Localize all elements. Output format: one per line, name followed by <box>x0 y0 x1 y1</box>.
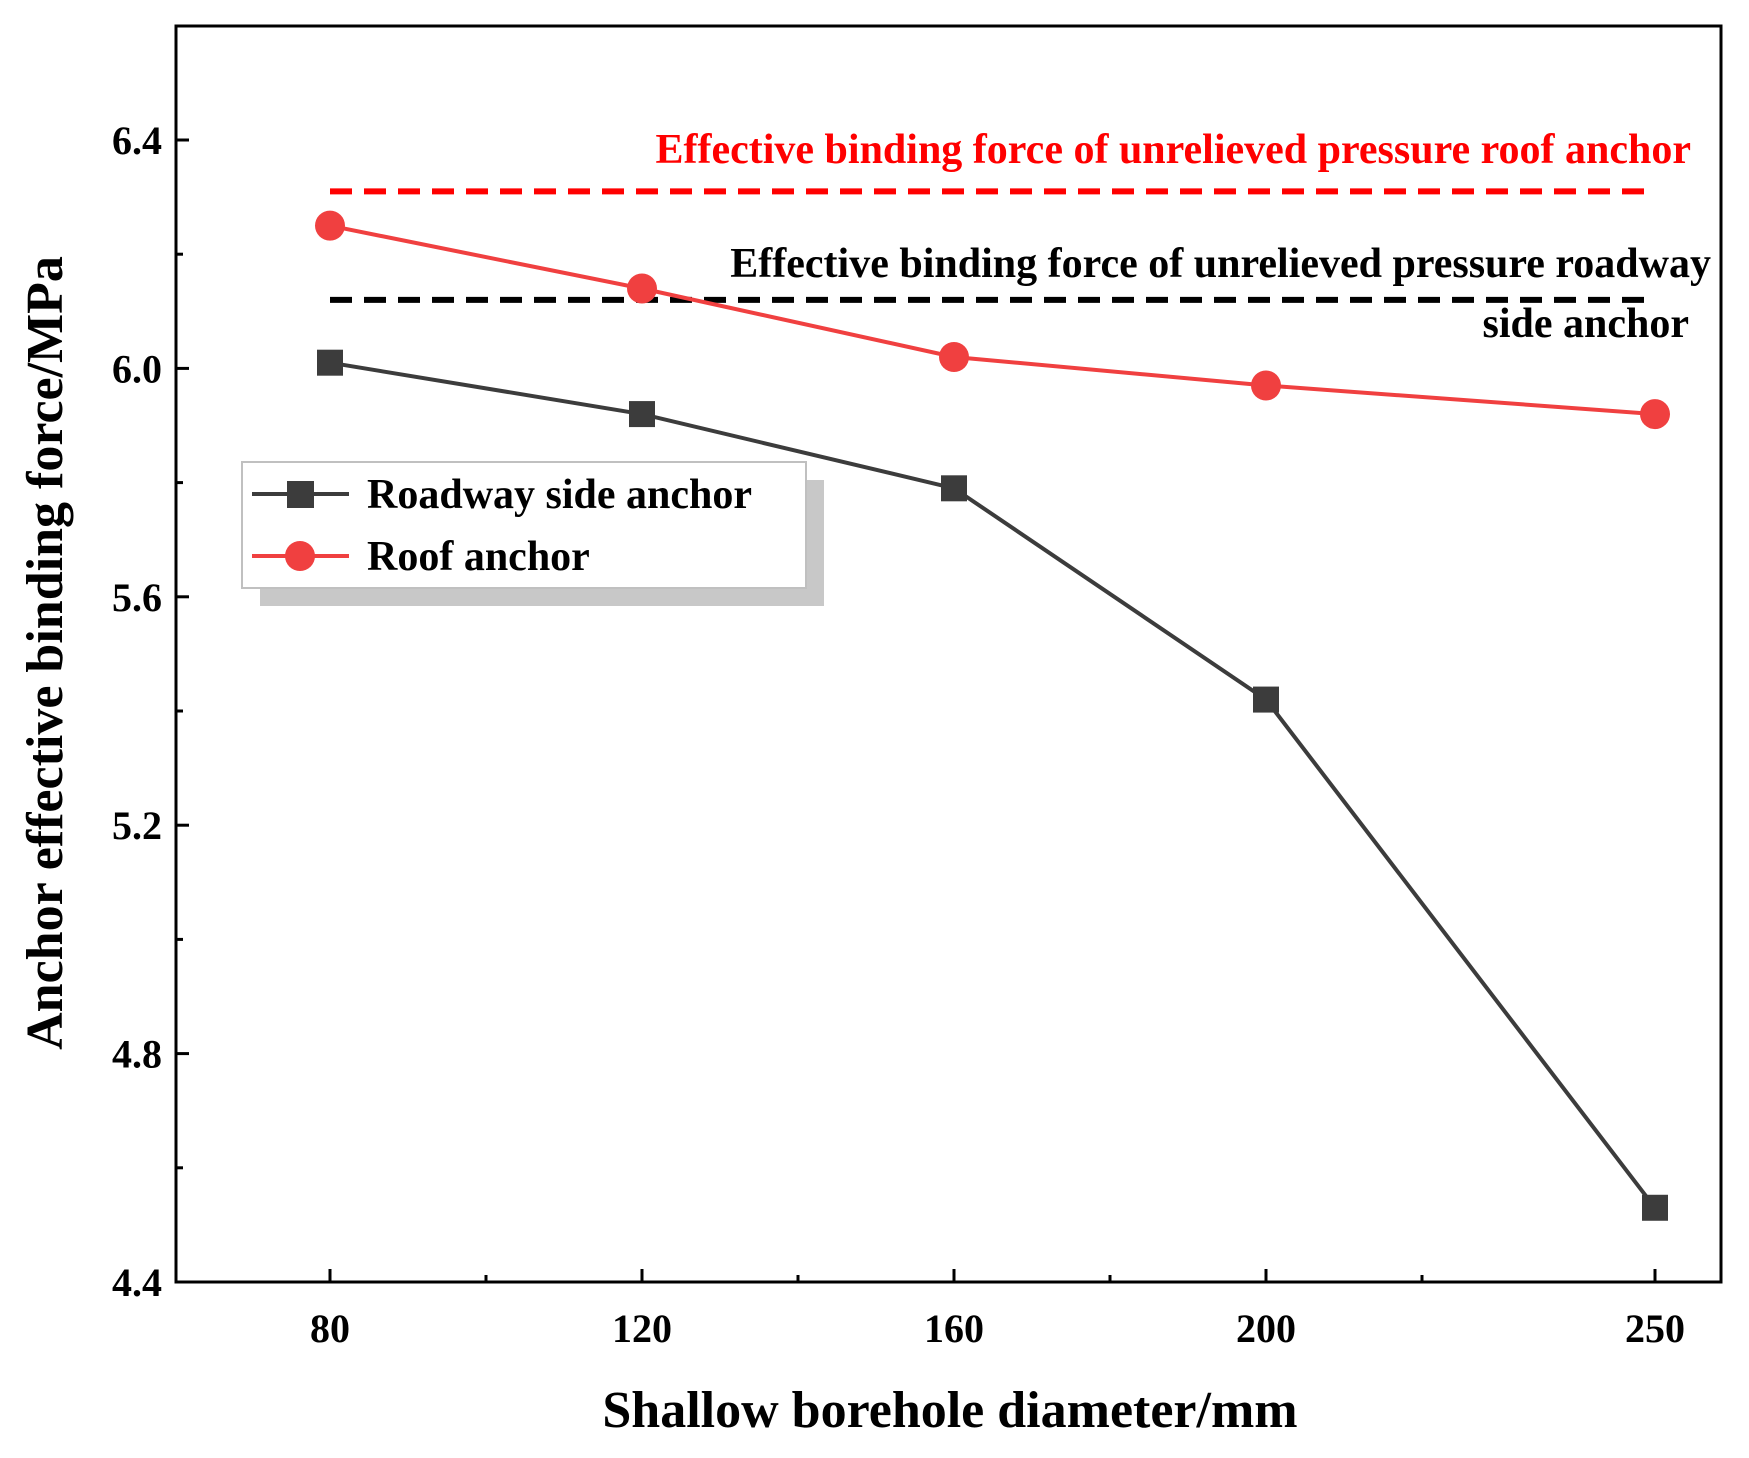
legend-label-roadway: Roadway side anchor <box>367 472 752 518</box>
x-tick-label-80: 80 <box>310 1306 350 1351</box>
data-point-roadway-250 <box>1642 1194 1668 1221</box>
legend-box <box>241 461 807 589</box>
legend: Roadway side anchor Roof anchor <box>241 461 824 606</box>
data-point-roof-200 <box>1251 370 1281 401</box>
data-point-roof-80 <box>315 210 345 241</box>
y-tick-label-6.0: 6.0 <box>112 346 162 391</box>
data-point-roadway-200 <box>1253 686 1279 713</box>
legend-marker-roadway <box>287 481 314 508</box>
x-tick-label-120: 120 <box>612 1306 672 1351</box>
y-tick-label-5.2: 5.2 <box>112 803 162 848</box>
x-tick-label-160: 160 <box>924 1306 984 1351</box>
y-axis-title: Anchor effective binding force/MPa <box>17 256 74 1050</box>
legend-label-roof: Roof anchor <box>367 534 590 580</box>
plot-frame <box>174 24 1723 1284</box>
data-point-roof-250 <box>1640 399 1670 430</box>
x-axis-title: Shallow borehole diameter/mm <box>602 1382 1297 1439</box>
x-tick-label-250: 250 <box>1625 1306 1685 1351</box>
y-tick-label-5.6: 5.6 <box>112 575 162 620</box>
data-point-roof-120 <box>627 273 657 304</box>
y-tick-label-4.4: 4.4 <box>112 1260 162 1305</box>
roof-reference-label: Effective binding force of unrelieved pr… <box>655 127 1691 173</box>
data-point-roadway-160 <box>941 475 967 502</box>
data-point-roof-160 <box>939 341 969 372</box>
axis-ticks: 4.4 4.8 5.2 5.6 6.0 6.4 80 120 160 200 250 <box>112 118 1685 1351</box>
legend-marker-roof <box>285 541 315 571</box>
data-point-roadway-80 <box>317 349 343 376</box>
x-tick-label-200: 200 <box>1236 1306 1296 1351</box>
roadway-reference-label-line2: side anchor <box>1482 301 1689 347</box>
reference-lines <box>330 188 1655 303</box>
y-tick-label-4.8: 4.8 <box>112 1032 162 1077</box>
data-series <box>315 210 1670 1221</box>
roadway-reference-label-line1: Effective binding force of unrelieved pr… <box>730 241 1711 287</box>
y-tick-label-6.4: 6.4 <box>112 118 162 163</box>
data-point-roadway-120 <box>629 401 655 428</box>
